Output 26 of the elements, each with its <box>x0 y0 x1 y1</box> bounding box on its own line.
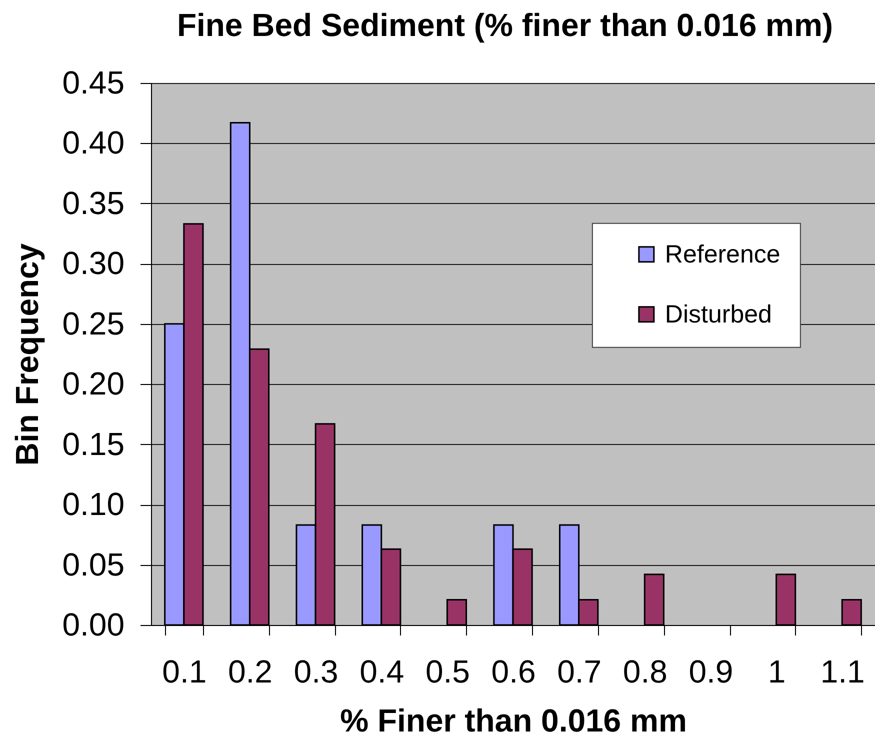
x-tick-label: 0.9 <box>688 654 734 690</box>
x-tick-label: 1 <box>768 654 786 690</box>
y-tick-label: 0.25 <box>62 305 124 342</box>
y-axis-title: Bin Frequency <box>9 243 46 466</box>
x-tick-label: 0.4 <box>360 654 404 690</box>
x-tick-label: 0.7 <box>557 654 602 690</box>
x-tick-label: 0.5 <box>425 654 470 690</box>
y-tick-label: 0.35 <box>62 184 124 221</box>
y-tick-label: 0.40 <box>62 124 124 161</box>
y-tick-label: 0.20 <box>62 366 124 402</box>
x-axis-title: % Finer than 0.016 mm <box>340 702 687 738</box>
x-tick-label: 0.2 <box>228 654 272 690</box>
chart-title: Fine Bed Sediment (% finer than 0.016 mm) <box>176 7 834 43</box>
legend-label: Reference <box>664 240 780 268</box>
y-tick-label: 0.05 <box>62 546 124 582</box>
y-tick-label: 0.15 <box>62 426 124 462</box>
y-tick-label: 0.45 <box>62 64 124 100</box>
y-tick-label: 0.30 <box>62 245 124 282</box>
x-tick-label: 0.1 <box>162 654 207 690</box>
x-tick-label: 0.3 <box>294 654 338 690</box>
y-tick-label: 0.10 <box>62 486 124 522</box>
y-tick-label: 0.00 <box>62 606 124 642</box>
legend-label: Disturbed <box>664 300 772 328</box>
x-tick-label: 1.1 <box>820 654 865 690</box>
x-tick-label: 0.6 <box>491 654 536 690</box>
x-tick-label: 0.8 <box>622 654 668 690</box>
